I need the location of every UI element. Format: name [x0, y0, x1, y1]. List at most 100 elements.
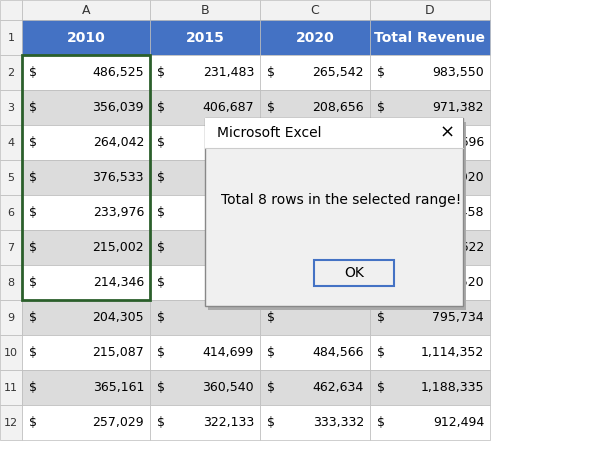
- Bar: [0, 55, 22, 90]
- Bar: [260, 265, 370, 300]
- Bar: [0, 230, 22, 265]
- Text: Microsoft Excel: Microsoft Excel: [217, 126, 322, 140]
- Bar: [150, 265, 260, 300]
- Bar: [22, 335, 150, 370]
- Bar: [0, 265, 22, 300]
- Bar: [260, 125, 370, 160]
- Text: $: $: [29, 346, 37, 359]
- Text: $: $: [377, 136, 385, 149]
- Text: $: $: [157, 66, 165, 79]
- Text: 939,696: 939,696: [432, 136, 484, 149]
- Text: 257,029: 257,029: [92, 416, 144, 429]
- Text: 204,305: 204,305: [92, 311, 144, 324]
- Text: 9: 9: [7, 312, 14, 323]
- Text: 360,540: 360,540: [202, 381, 254, 394]
- Text: $: $: [267, 346, 275, 359]
- Text: $: $: [267, 136, 275, 149]
- Text: $: $: [267, 66, 275, 79]
- Text: 7: 7: [7, 242, 14, 252]
- Bar: [0, 405, 22, 440]
- Text: 1,188,335: 1,188,335: [420, 381, 484, 394]
- Bar: [260, 195, 370, 230]
- Bar: [150, 195, 260, 230]
- Text: 356,039: 356,039: [92, 101, 144, 114]
- Text: $: $: [29, 416, 37, 429]
- Bar: [22, 160, 150, 195]
- Bar: [370, 405, 490, 440]
- Bar: [22, 195, 150, 230]
- Bar: [370, 20, 490, 55]
- Text: $: $: [157, 381, 165, 394]
- Text: ×: ×: [440, 124, 455, 142]
- Bar: [22, 0, 150, 20]
- Text: $: $: [29, 241, 37, 254]
- Bar: [150, 335, 260, 370]
- Text: $: $: [377, 171, 385, 184]
- Bar: [260, 230, 370, 265]
- Text: 4: 4: [7, 137, 14, 147]
- Bar: [22, 55, 150, 300]
- Bar: [22, 125, 150, 160]
- Text: 8: 8: [7, 278, 14, 287]
- Text: 1,045,020: 1,045,020: [420, 171, 484, 184]
- Text: 1,114,352: 1,114,352: [420, 346, 484, 359]
- Text: 365,161: 365,161: [93, 381, 144, 394]
- Bar: [22, 265, 150, 300]
- Text: Total Revenue: Total Revenue: [374, 30, 486, 45]
- Text: $: $: [267, 171, 275, 184]
- Bar: [0, 160, 22, 195]
- Bar: [0, 20, 22, 55]
- Text: 12: 12: [4, 417, 18, 428]
- Text: 10: 10: [4, 348, 18, 357]
- Bar: [150, 125, 260, 160]
- Bar: [260, 20, 370, 55]
- Bar: [150, 90, 260, 125]
- Text: $: $: [377, 241, 385, 254]
- Text: $: $: [377, 346, 385, 359]
- Text: 5: 5: [8, 173, 14, 182]
- Bar: [150, 370, 260, 405]
- Bar: [260, 300, 370, 335]
- Text: 486,525: 486,525: [92, 66, 144, 79]
- Bar: [370, 265, 490, 300]
- Text: $: $: [29, 276, 37, 289]
- Bar: [22, 230, 150, 265]
- Text: 983,550: 983,550: [432, 66, 484, 79]
- Text: $: $: [157, 241, 165, 254]
- Text: 215,087: 215,087: [92, 346, 144, 359]
- Text: $: $: [157, 101, 165, 114]
- Text: A: A: [81, 3, 90, 16]
- Text: $: $: [377, 311, 385, 324]
- Bar: [205, 118, 463, 148]
- Text: 484,566: 484,566: [313, 346, 364, 359]
- Text: $: $: [377, 66, 385, 79]
- Bar: [22, 300, 150, 335]
- Text: $: $: [157, 206, 165, 219]
- Bar: [208, 122, 466, 310]
- Bar: [260, 0, 370, 20]
- Bar: [0, 300, 22, 335]
- Bar: [260, 55, 370, 90]
- Text: $: $: [157, 171, 165, 184]
- Bar: [370, 90, 490, 125]
- Bar: [370, 125, 490, 160]
- Bar: [0, 90, 22, 125]
- Text: $: $: [267, 206, 275, 219]
- Text: 376,533: 376,533: [92, 171, 144, 184]
- Text: $: $: [29, 381, 37, 394]
- Bar: [370, 55, 490, 90]
- Bar: [22, 370, 150, 405]
- Text: 333,332: 333,332: [313, 416, 364, 429]
- Text: Total 8 rows in the selected range!: Total 8 rows in the selected range!: [221, 193, 461, 207]
- Text: 11: 11: [4, 383, 18, 393]
- Text: $: $: [157, 346, 165, 359]
- Text: B: B: [201, 3, 209, 16]
- Text: 912,494: 912,494: [432, 416, 484, 429]
- Text: $: $: [377, 416, 385, 429]
- Bar: [0, 195, 22, 230]
- Text: $: $: [29, 66, 37, 79]
- Text: $: $: [157, 416, 165, 429]
- Text: $: $: [267, 101, 275, 114]
- Bar: [260, 335, 370, 370]
- Bar: [370, 300, 490, 335]
